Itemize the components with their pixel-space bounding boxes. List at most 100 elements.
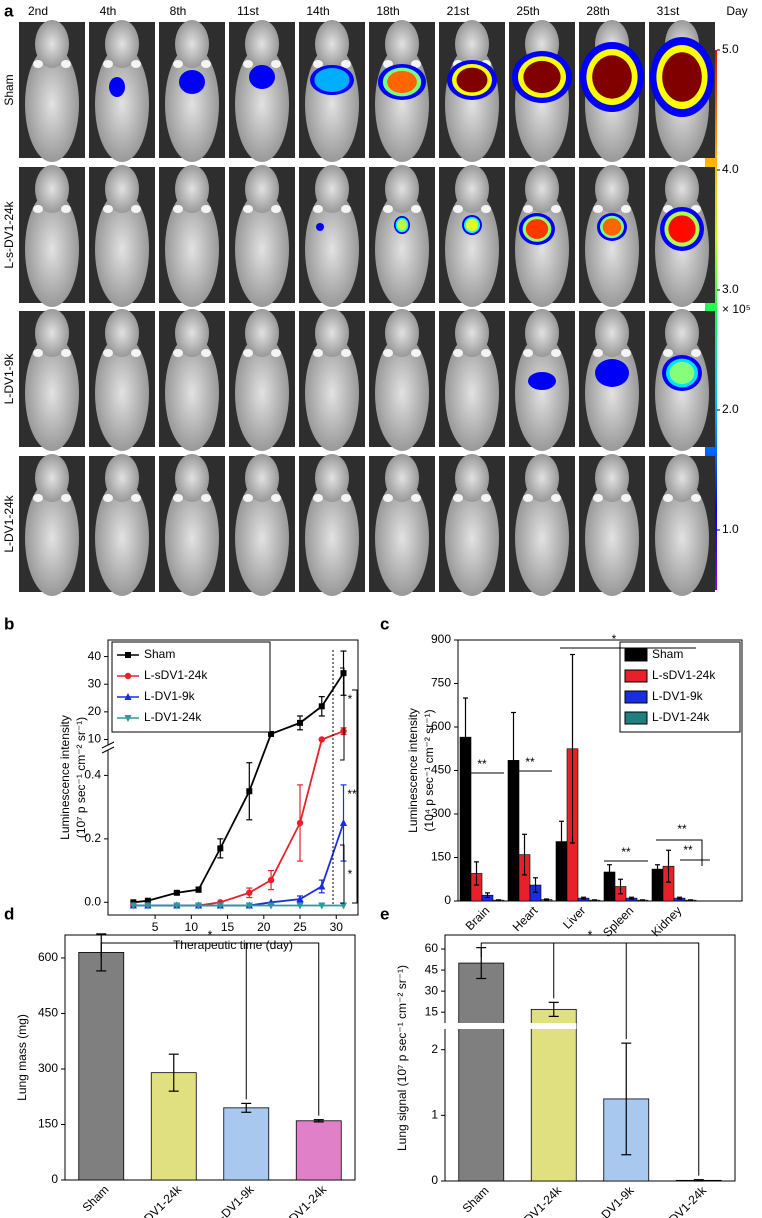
colorbar-tick-label: 1.0 xyxy=(722,522,739,536)
mouse-body xyxy=(515,480,569,596)
mouse-eye xyxy=(131,349,141,357)
mouse-eye xyxy=(201,205,211,213)
heat-blob xyxy=(602,218,622,236)
colorbar-tick-label: 2.0 xyxy=(722,402,739,416)
y-tick-label: 450 xyxy=(38,1006,58,1020)
mouse-body xyxy=(585,335,639,451)
legend-label: L-DV1-9k xyxy=(652,689,704,703)
heat-blob xyxy=(109,77,125,97)
marker xyxy=(173,902,181,910)
y-tick-label: 45 xyxy=(425,962,439,976)
mouse-eye xyxy=(271,349,281,357)
mouse-body xyxy=(515,335,569,451)
y-tick-label: 30 xyxy=(425,983,439,997)
y-tick-label: 900 xyxy=(431,632,451,646)
bar xyxy=(530,1008,577,1182)
plot-frame xyxy=(107,639,359,916)
mouse-eye xyxy=(411,349,421,357)
mouse-eye xyxy=(551,494,561,502)
bracket xyxy=(480,942,700,1176)
error-bar xyxy=(607,864,612,880)
mouse-eye xyxy=(131,60,141,68)
heat-blob xyxy=(528,372,556,390)
legend-marker xyxy=(125,652,131,658)
mouse-eye xyxy=(173,205,183,213)
mouse-body xyxy=(165,335,219,451)
legend-label: L-DV1-9k xyxy=(144,689,196,703)
mouse-eye xyxy=(691,494,701,502)
error-bar xyxy=(559,820,564,863)
mouse-head xyxy=(455,20,489,68)
colorbar-tick-label: 4.0 xyxy=(722,162,739,176)
mouse-eye xyxy=(201,60,211,68)
y-tick-label: 600 xyxy=(38,950,58,964)
error-bar xyxy=(693,1179,704,1182)
y-tick-label: 600 xyxy=(431,719,451,733)
mouse-head xyxy=(35,309,69,357)
error-bar xyxy=(522,833,527,876)
x-axis-label: Therapeutic time (day) xyxy=(173,938,293,952)
y-tick-label: 0 xyxy=(444,893,451,907)
plot-frame xyxy=(444,934,736,1182)
mouse-body xyxy=(235,46,289,162)
legend-marker xyxy=(124,672,132,680)
error-bar xyxy=(629,896,634,900)
annotation: * xyxy=(348,867,353,881)
colorbar-multiplier: × 10⁵ xyxy=(722,302,751,316)
mouse-eye xyxy=(131,205,141,213)
x-tick-label: 5 xyxy=(152,920,159,934)
annotation: ** xyxy=(525,755,535,769)
x-tick-label: Liver xyxy=(560,903,588,931)
y-tick-label: 0 xyxy=(431,1173,438,1187)
mouse-body xyxy=(235,191,289,307)
mouse-head xyxy=(315,20,349,68)
mouse-eye xyxy=(593,494,603,502)
mouse-eye xyxy=(593,205,603,213)
day-label: 2nd xyxy=(28,4,48,18)
mouse-eye xyxy=(173,494,183,502)
mouse-eye xyxy=(481,205,491,213)
legend-swatch xyxy=(624,669,648,683)
marker xyxy=(267,902,275,910)
x-tick-label: Brain xyxy=(463,903,493,933)
mouse-body xyxy=(655,480,709,596)
mouse-head xyxy=(455,309,489,357)
mouse-body xyxy=(445,480,499,596)
axis-break xyxy=(102,745,114,750)
mouse-head xyxy=(315,309,349,357)
mouse-head xyxy=(525,454,559,502)
y-tick-label: 30 xyxy=(88,676,102,690)
mouse-head xyxy=(665,309,699,357)
mouse-head xyxy=(175,20,209,68)
y-tick-label: 0.2 xyxy=(84,831,101,845)
day-unit: Day xyxy=(726,4,747,18)
mouse-head xyxy=(595,309,629,357)
colorbar-tick-label: 5.0 xyxy=(722,42,739,56)
mouse-eye xyxy=(33,60,43,68)
error-bar xyxy=(570,653,575,844)
axis-break-mark xyxy=(101,746,115,754)
panel-label: e xyxy=(380,904,389,923)
day-label: 18th xyxy=(376,4,399,18)
mouse-eye xyxy=(201,349,211,357)
mouse-body xyxy=(585,191,639,307)
y-tick-label: 0.0 xyxy=(84,894,101,908)
y-tick-label: 60 xyxy=(425,941,439,955)
annotation: ** xyxy=(621,845,631,859)
plot-frame xyxy=(64,934,356,1181)
mouse-head xyxy=(35,20,69,68)
mouse-eye xyxy=(271,60,281,68)
series-line xyxy=(133,672,345,904)
mouse-eye xyxy=(383,494,393,502)
heat-blob xyxy=(179,70,205,94)
axis-break xyxy=(442,1023,577,1029)
mouse-eye xyxy=(103,349,113,357)
mouse-head xyxy=(105,309,139,357)
y-axis-label: Luminescence intensity xyxy=(58,715,72,840)
marker xyxy=(246,788,253,795)
mouse-head xyxy=(105,20,139,68)
y-axis-label: Luminescence intensity xyxy=(406,708,420,833)
mouse-eye xyxy=(341,349,351,357)
mouse-eye xyxy=(103,494,113,502)
mouse-head xyxy=(175,309,209,357)
